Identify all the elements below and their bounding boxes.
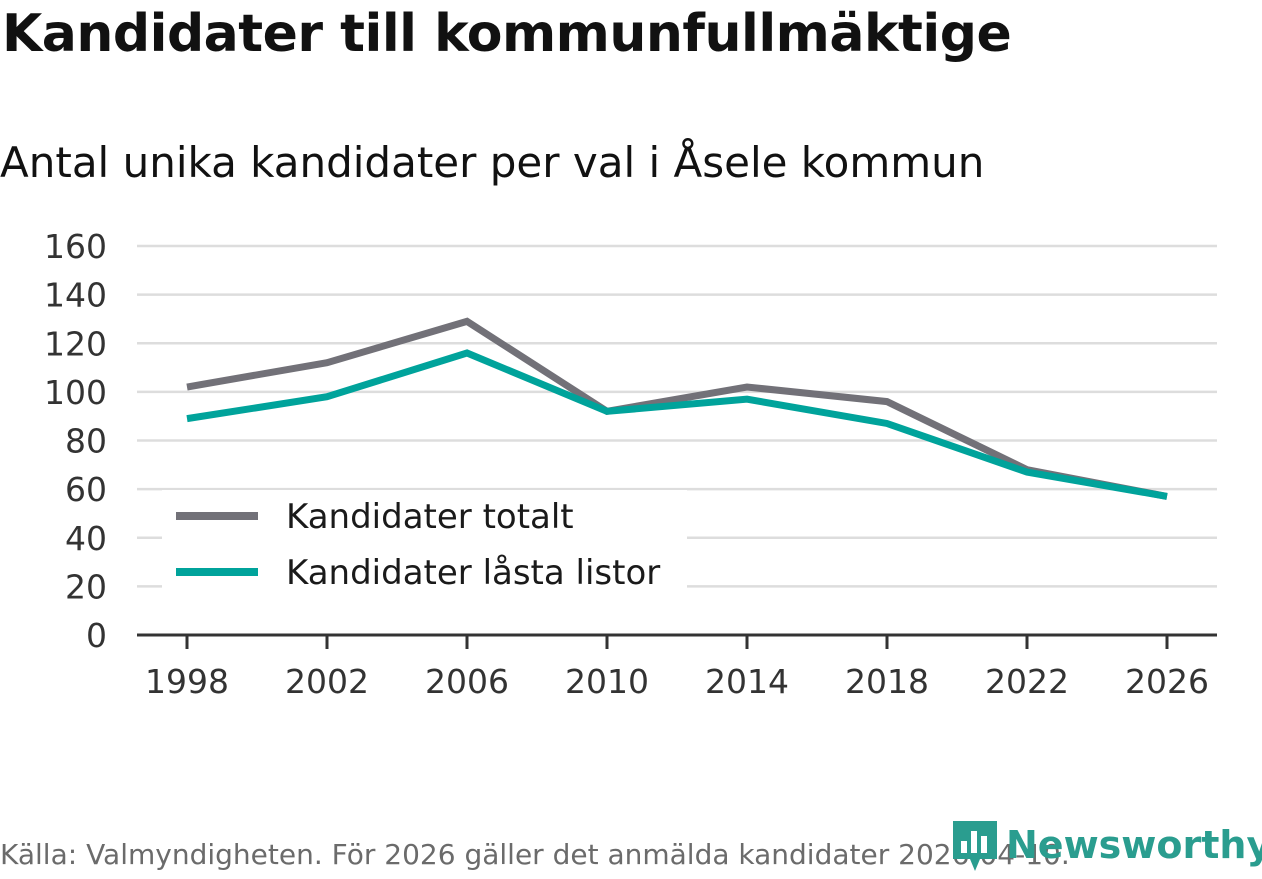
y-tick-label: 80 [65, 422, 107, 461]
chart-title: Kandidater till kommunfullmäktige [2, 4, 1012, 64]
y-tick-label: 160 [44, 227, 107, 266]
brand-logo: Newsworthy [950, 815, 1262, 875]
x-tick-label: 2010 [565, 662, 649, 701]
y-tick-label: 60 [65, 470, 107, 509]
y-tick-label: 0 [86, 616, 107, 655]
gridlines [137, 244, 1217, 588]
x-tick-label: 2018 [845, 662, 929, 701]
chart-subtitle: Antal unika kandidater per val i Åsele k… [0, 138, 985, 187]
y-tick-label: 140 [44, 276, 107, 315]
x-tick-label: 2026 [1125, 662, 1209, 701]
newsworthy-icon [953, 821, 997, 871]
legend: Kandidater totalt Kandidater låsta listor [162, 490, 687, 600]
series-lines [186, 317, 1168, 500]
series-line-2 [186, 349, 1168, 500]
y-tick-label: 20 [65, 567, 107, 606]
x-axis-ticks: 1998 2002 2006 2010 2014 2018 2022 2026 [145, 635, 1209, 701]
source-note: Källa: Valmyndigheten. För 2026 gäller d… [0, 838, 1070, 871]
x-tick-label: 1998 [145, 662, 229, 701]
x-tick-label: 2002 [285, 662, 369, 701]
legend-label-1: Kandidater totalt [286, 497, 574, 537]
legend-label-2: Kandidater låsta listor [286, 553, 660, 593]
legend-background [162, 490, 687, 600]
y-tick-label: 120 [44, 324, 107, 363]
x-tick-label: 2022 [985, 662, 1069, 701]
series-line-1 [186, 317, 1168, 500]
y-tick-label: 40 [65, 519, 107, 558]
brand-name: Newsworthy [1006, 823, 1262, 867]
x-tick-label: 2006 [425, 662, 509, 701]
x-tick-label: 2014 [705, 662, 789, 701]
y-tick-label: 100 [44, 373, 107, 412]
y-axis-ticks: 0 20 40 60 80 100 120 140 160 [44, 227, 107, 655]
